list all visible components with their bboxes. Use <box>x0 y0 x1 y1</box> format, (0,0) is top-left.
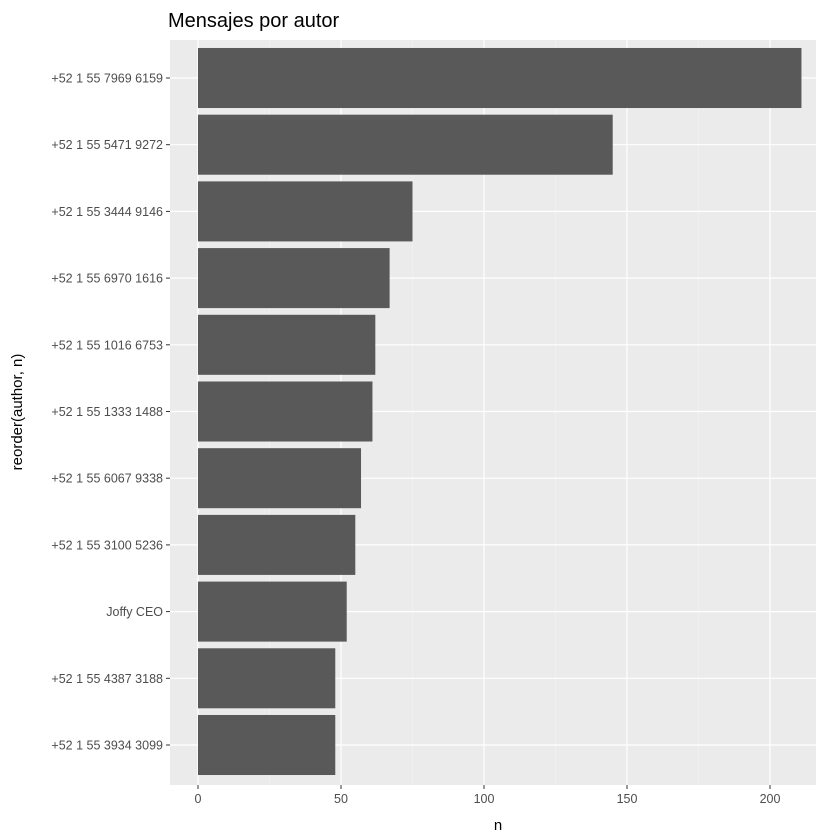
y-tick-label: +52 1 55 3444 9146 <box>51 205 163 219</box>
y-tick-label: +52 1 55 4387 3188 <box>51 672 163 686</box>
x-tick-label: 150 <box>617 792 638 806</box>
x-axis: 0 50 100 150 200 <box>195 785 781 806</box>
bars <box>198 47 802 776</box>
bar <box>198 381 373 442</box>
x-tick-label: 100 <box>474 792 495 806</box>
y-axis-title: reorder(author, n) <box>9 354 26 471</box>
y-axis: +52 1 55 7969 6159 +52 1 55 5471 9272 +52 … <box>51 72 170 753</box>
y-tick-label: +52 1 55 3934 3099 <box>51 739 163 753</box>
y-tick-label: Joffy CEO <box>106 605 163 619</box>
bar <box>198 714 336 776</box>
x-tick-label: 0 <box>195 792 202 806</box>
x-axis-title: n <box>494 817 502 834</box>
x-tick-label: 50 <box>334 792 348 806</box>
y-tick-label: +52 1 55 6970 1616 <box>51 272 163 286</box>
y-tick-label: +52 1 55 3100 5236 <box>51 538 163 552</box>
bar <box>198 514 356 575</box>
y-tick-label: +52 1 55 7969 6159 <box>51 72 163 86</box>
bar <box>198 248 390 309</box>
bar <box>198 448 362 509</box>
y-tick-label: +52 1 55 1333 1488 <box>51 405 163 419</box>
y-tick-label: +52 1 55 1016 6753 <box>51 338 163 352</box>
y-tick-label: +52 1 55 6067 9338 <box>51 472 163 486</box>
y-tick-label: +52 1 55 5471 9272 <box>51 138 163 152</box>
bar <box>198 314 376 375</box>
x-tick-label: 200 <box>760 792 781 806</box>
chart-title: Mensajes por autor <box>168 10 340 32</box>
bar <box>198 47 802 109</box>
bar <box>198 114 613 175</box>
bar <box>198 181 413 242</box>
bar <box>198 648 336 709</box>
bar <box>198 581 347 642</box>
